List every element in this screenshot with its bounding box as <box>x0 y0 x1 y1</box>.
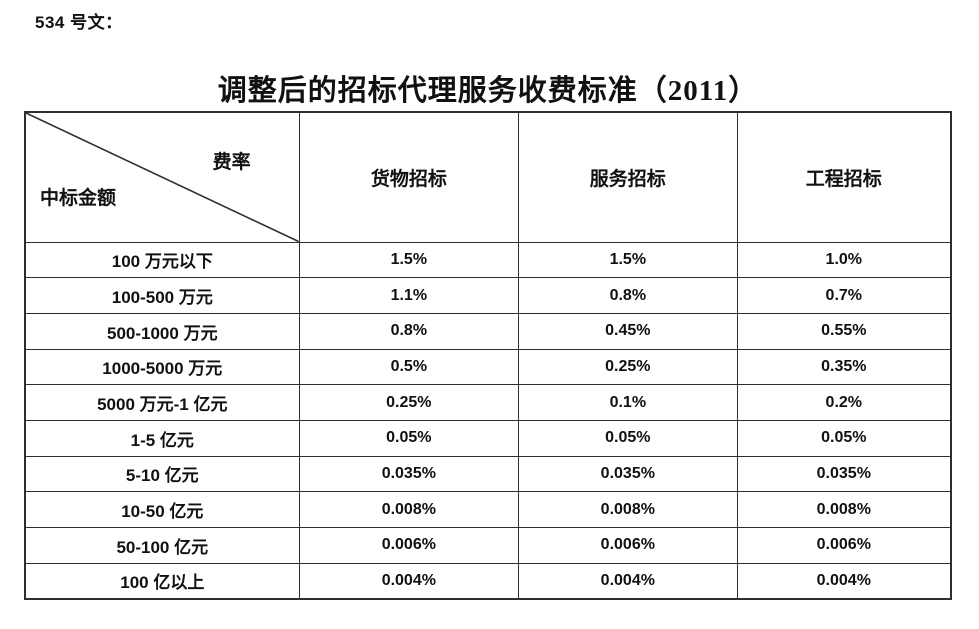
column-header-goods: 货物招标 <box>298 111 520 243</box>
header-row: 费率 中标金额 货物招标 服务招标 工程招标 <box>24 111 952 243</box>
rate-cell: 0.35% <box>736 348 952 386</box>
table-row: 50-100 亿元 0.006% 0.006% 0.006% <box>24 527 952 564</box>
rate-cell: 0.004% <box>736 562 952 600</box>
row-label: 100 万元以下 <box>24 241 300 279</box>
rate-cell: 1.5% <box>518 241 738 279</box>
rate-cell: 0.8% <box>518 277 738 314</box>
rate-cell: 0.7% <box>736 277 952 314</box>
row-label: 1-5 亿元 <box>24 419 300 457</box>
page-title: 调整后的招标代理服务收费标准（2011） <box>217 75 759 108</box>
table-row: 100 万元以下 1.5% 1.5% 1.0% <box>24 241 952 279</box>
rate-cell: 0.004% <box>298 562 520 600</box>
row-label: 1000-5000 万元 <box>24 348 300 386</box>
fee-table: 费率 中标金额 货物招标 服务招标 工程招标 100 万元以下 1.5% 1.5… <box>24 111 952 600</box>
row-label: 10-50 亿元 <box>24 491 300 528</box>
table-row: 100-500 万元 1.1% 0.8% 0.7% <box>24 277 952 314</box>
rate-cell: 0.45% <box>518 312 738 350</box>
rate-cell: 0.25% <box>518 348 738 386</box>
rate-cell: 1.1% <box>298 277 520 314</box>
table-row: 500-1000 万元 0.8% 0.45% 0.55% <box>24 312 952 350</box>
column-header-engineering: 工程招标 <box>736 111 952 243</box>
table-row: 5000 万元-1 亿元 0.25% 0.1% 0.2% <box>24 384 952 421</box>
rate-cell: 0.008% <box>736 491 952 528</box>
rate-cell: 1.0% <box>736 241 952 279</box>
corner-label-amount: 中标金额 <box>40 188 117 209</box>
rate-cell: 0.035% <box>736 455 952 493</box>
rate-cell: 0.006% <box>518 527 738 564</box>
table-row: 100 亿以上 0.004% 0.004% 0.004% <box>24 562 952 600</box>
corner-label-rate: 费率 <box>212 152 251 173</box>
rate-cell: 0.55% <box>736 312 952 350</box>
rate-cell: 0.5% <box>298 348 520 386</box>
row-label: 500-1000 万元 <box>24 312 300 350</box>
rate-cell: 0.05% <box>736 419 952 457</box>
rate-cell: 0.8% <box>298 312 520 350</box>
corner-cell: 费率 中标金额 <box>24 111 300 243</box>
diagonal-divider-line <box>26 113 299 242</box>
rate-cell: 0.25% <box>298 384 520 421</box>
row-label: 100-500 万元 <box>24 277 300 314</box>
row-label: 5-10 亿元 <box>24 455 300 493</box>
table-row: 1000-5000 万元 0.5% 0.25% 0.35% <box>24 348 952 386</box>
table-row: 1-5 亿元 0.05% 0.05% 0.05% <box>24 419 952 457</box>
rate-cell: 0.035% <box>298 455 520 493</box>
table-row: 5-10 亿元 0.035% 0.035% 0.035% <box>24 455 952 493</box>
rate-cell: 0.1% <box>518 384 738 421</box>
table-row: 10-50 亿元 0.008% 0.008% 0.008% <box>24 491 952 528</box>
rate-cell: 0.05% <box>298 419 520 457</box>
table-body: 100 万元以下 1.5% 1.5% 1.0% 100-500 万元 1.1% … <box>24 241 952 600</box>
rate-cell: 0.2% <box>736 384 952 421</box>
row-label: 100 亿以上 <box>24 562 300 600</box>
rate-cell: 0.004% <box>518 562 738 600</box>
rate-cell: 0.006% <box>298 527 520 564</box>
rate-cell: 0.035% <box>518 455 738 493</box>
rate-cell: 0.008% <box>298 491 520 528</box>
rate-cell: 0.008% <box>518 491 738 528</box>
row-label: 5000 万元-1 亿元 <box>24 384 300 421</box>
row-label: 50-100 亿元 <box>24 527 300 564</box>
column-header-services: 服务招标 <box>518 111 738 243</box>
rate-cell: 0.05% <box>518 419 738 457</box>
rate-cell: 0.006% <box>736 527 952 564</box>
rate-cell: 1.5% <box>298 241 520 279</box>
doc-number-label: 534 号文： <box>35 13 123 32</box>
